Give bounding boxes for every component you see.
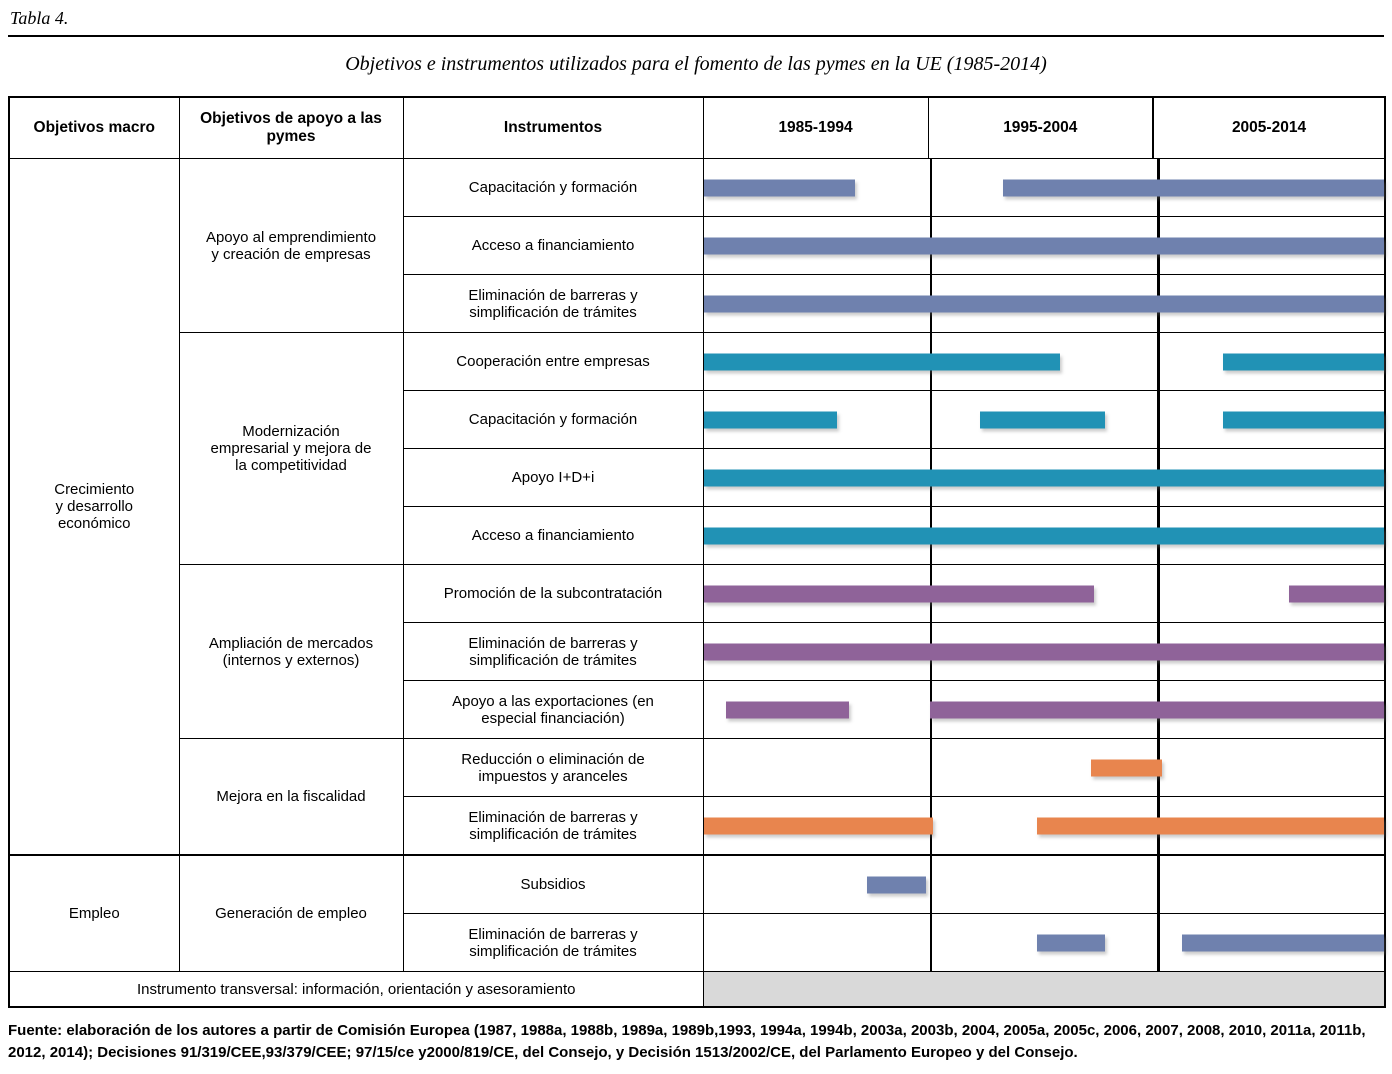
- col-header-period-1985-1994: 1985-1994: [702, 96, 929, 159]
- period-gridline: [930, 856, 932, 913]
- col-header-period-2005-2014: 2005-2014: [1152, 96, 1386, 159]
- transversal-label: Instrumento transversal: información, or…: [8, 971, 704, 1008]
- table-row: Acceso a financiamiento: [9, 506, 1386, 565]
- gantt-bar: [703, 237, 1384, 254]
- chart-title: Objetivos e instrumentos utilizados para…: [345, 53, 1047, 75]
- gantt-bar: [980, 411, 1105, 428]
- col-header-objetivos-macro: Objetivos macro: [8, 96, 180, 159]
- timeline-row: [702, 216, 1386, 275]
- timeline-row: [702, 854, 1386, 914]
- period-gridline: [1157, 856, 1160, 913]
- macro-cell-empleo: Empleo: [8, 854, 180, 972]
- instrumento-cell: Capacitación y formación: [402, 158, 704, 217]
- table-row: Modernización empresarial y mejora de la…: [9, 332, 1386, 565]
- gantt-bar: [1091, 759, 1162, 776]
- instrumento-cell: Apoyo I+D+i: [402, 448, 704, 507]
- gantt-bar: [1036, 817, 1384, 834]
- instrumento-cell: Eliminación de barreras y simplificación…: [402, 622, 704, 681]
- timeline-row: [702, 448, 1386, 507]
- timeline-row: [702, 158, 1386, 217]
- period-gridline: [1157, 391, 1160, 448]
- table-row: Ampliación de mercados (internos y exter…: [9, 564, 1386, 739]
- period-gridline: [1157, 333, 1160, 390]
- instrumento-cell: Capacitación y formación: [402, 390, 704, 449]
- instrumento-cell: Acceso a financiamiento: [402, 506, 704, 565]
- table-row: Eliminación de barreras y simplificación…: [9, 622, 1386, 681]
- timeline-row: [702, 913, 1386, 972]
- table-row: Apoyo I+D+i: [9, 448, 1386, 507]
- col-header-instrumentos: Instrumentos: [402, 96, 704, 159]
- timeline-row: [702, 680, 1386, 739]
- instrumento-cell: Eliminación de barreras y simplificación…: [402, 796, 704, 856]
- table-row: Eliminación de barreras y simplificación…: [9, 796, 1386, 856]
- table-row: Empleo Generación de empleo Subsidios: [8, 854, 1386, 972]
- timeline-row: [702, 564, 1386, 623]
- gantt-bar: [1288, 585, 1384, 602]
- col-header-period-1995-2004: 1995-2004: [927, 96, 1154, 159]
- table-row: Crecimiento y desarrollo económico Apoyo…: [8, 158, 1386, 856]
- instrumento-cell: Eliminación de barreras y simplificación…: [402, 274, 704, 333]
- period-gridline: [930, 739, 932, 796]
- instrumento-cell: Subsidios: [402, 854, 704, 914]
- timeline-row: [702, 622, 1386, 681]
- objetivo-cell-emprendimiento: Apoyo al emprendimiento y creación de em…: [178, 158, 404, 333]
- timeline-row: [702, 796, 1386, 856]
- instrumento-cell: Acceso a financiamiento: [402, 216, 704, 275]
- objetivo-cell-fiscalidad: Mejora en la fiscalidad: [178, 738, 404, 856]
- period-gridline: [930, 391, 932, 448]
- gantt-bar: [703, 527, 1384, 544]
- gantt-bar: [1222, 353, 1384, 370]
- header-row: Objetivos macro Objetivos de apoyo a las…: [8, 96, 1386, 159]
- gantt-bar: [1182, 934, 1384, 951]
- table-row: Capacitación y formación: [9, 390, 1386, 449]
- timeline-row: [702, 332, 1386, 391]
- table-label: Tabla 4.: [10, 8, 69, 28]
- table-row: Eliminación de barreras y simplificación…: [9, 913, 1386, 972]
- table-row: Apoyo a las exportaciones (en especial f…: [9, 680, 1386, 739]
- gantt-bar: [930, 701, 1384, 718]
- gantt-bar: [703, 411, 838, 428]
- period-gridline: [1157, 565, 1160, 622]
- col-header-objetivos-apoyo: Objetivos de apoyo a las pymes: [178, 96, 404, 159]
- instrumento-cell: Reducción o eliminación de impuestos y a…: [402, 738, 704, 797]
- table-row: Acceso a financiamiento: [9, 216, 1386, 275]
- gantt-bar: [703, 179, 856, 196]
- timeline-row: [702, 390, 1386, 449]
- transversal-row: Instrumento transversal: información, or…: [8, 971, 1386, 1008]
- period-gridline: [1157, 914, 1160, 971]
- gantt-bar: [1036, 934, 1105, 951]
- gantt-bar: [703, 353, 1060, 370]
- instrumento-cell: Cooperación entre empresas: [402, 332, 704, 391]
- gantt-bar: [726, 701, 849, 718]
- instrumento-cell: Promoción de la subcontratación: [402, 564, 704, 623]
- timeline-row: [702, 274, 1386, 333]
- instrumento-cell: Eliminación de barreras y simplificación…: [402, 913, 704, 972]
- transversal-fill: [702, 971, 1386, 1008]
- table-row: Mejora en la fiscalidad Reducción o elim…: [9, 738, 1386, 856]
- objetivo-cell-modernizacion: Modernización empresarial y mejora de la…: [178, 332, 404, 565]
- macro-cell-crecimiento: Crecimiento y desarrollo económico: [8, 158, 180, 856]
- period-gridline: [930, 159, 932, 216]
- timeline-row: [702, 738, 1386, 797]
- timeline-row: [702, 506, 1386, 565]
- top-rule: [8, 35, 1384, 37]
- gantt-bar: [1222, 411, 1384, 428]
- gantt-bar: [703, 817, 933, 834]
- gantt-bar: [703, 295, 1384, 312]
- gantt-bar: [866, 876, 926, 893]
- gantt-bar: [703, 585, 1094, 602]
- gantt-table: Objetivos macro Objetivos de apoyo a las…: [8, 96, 1386, 1008]
- period-gridline: [930, 914, 932, 971]
- objetivo-cell-ampliacion-mercados: Ampliación de mercados (internos y exter…: [178, 564, 404, 739]
- gantt-bar: [1002, 179, 1384, 196]
- instrumento-cell: Apoyo a las exportaciones (en especial f…: [402, 680, 704, 739]
- gantt-bar: [703, 469, 1384, 486]
- objetivo-cell-generacion-empleo: Generación de empleo: [178, 854, 404, 972]
- gantt-bar: [703, 643, 1384, 660]
